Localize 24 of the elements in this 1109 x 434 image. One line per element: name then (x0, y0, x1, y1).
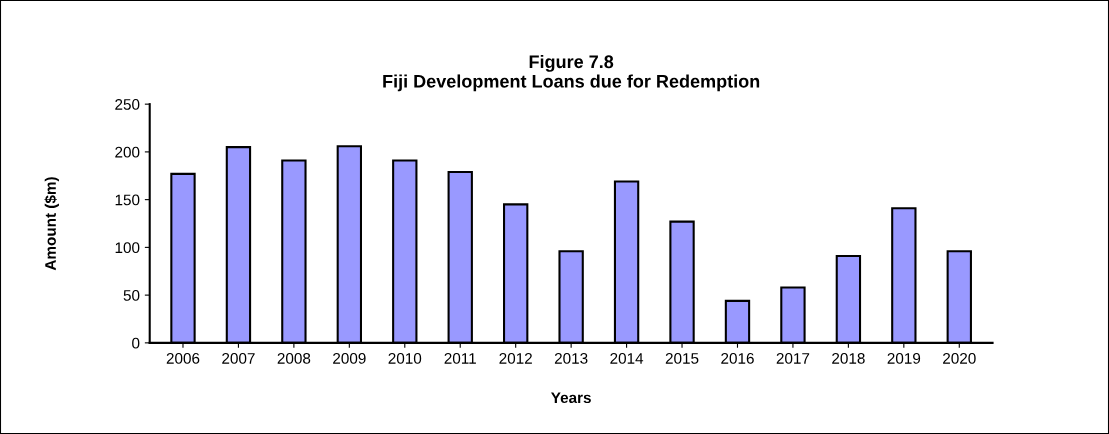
y-tick-label: 100 (115, 242, 140, 254)
y-tick-label: 200 (115, 146, 140, 158)
y-tick-label: 0 (132, 337, 140, 349)
x-tick-label: 2014 (610, 352, 644, 364)
x-tick-label: 2011 (444, 352, 476, 364)
x-tick-label: 2013 (554, 352, 588, 364)
y-tick-label: 250 (115, 99, 140, 110)
x-axis-title: Years (551, 392, 591, 404)
x-tick-label: 2012 (499, 352, 532, 364)
x-tick-label: 2015 (665, 352, 699, 364)
x-tick-label: 2020 (943, 352, 976, 364)
y-tick-label: 50 (123, 289, 140, 301)
x-tick-label: 2009 (333, 352, 366, 364)
x-tick-label: 2016 (721, 352, 754, 364)
x-tick-label: 2019 (887, 352, 921, 364)
x-tick-label: 2008 (277, 352, 311, 364)
x-tick-label: 2006 (166, 352, 200, 364)
x-tick-label: 2010 (388, 352, 422, 364)
x-tick-label: 2017 (776, 352, 810, 364)
x-tick-label: 2007 (222, 352, 255, 364)
x-tick-label: 2018 (832, 352, 865, 364)
chart-title: Figure 7.8 Fiji Development Loans due for Redemption (383, 54, 760, 92)
y-axis-title: Amount ($m) (44, 177, 59, 271)
y-tick-label: 150 (115, 194, 140, 206)
